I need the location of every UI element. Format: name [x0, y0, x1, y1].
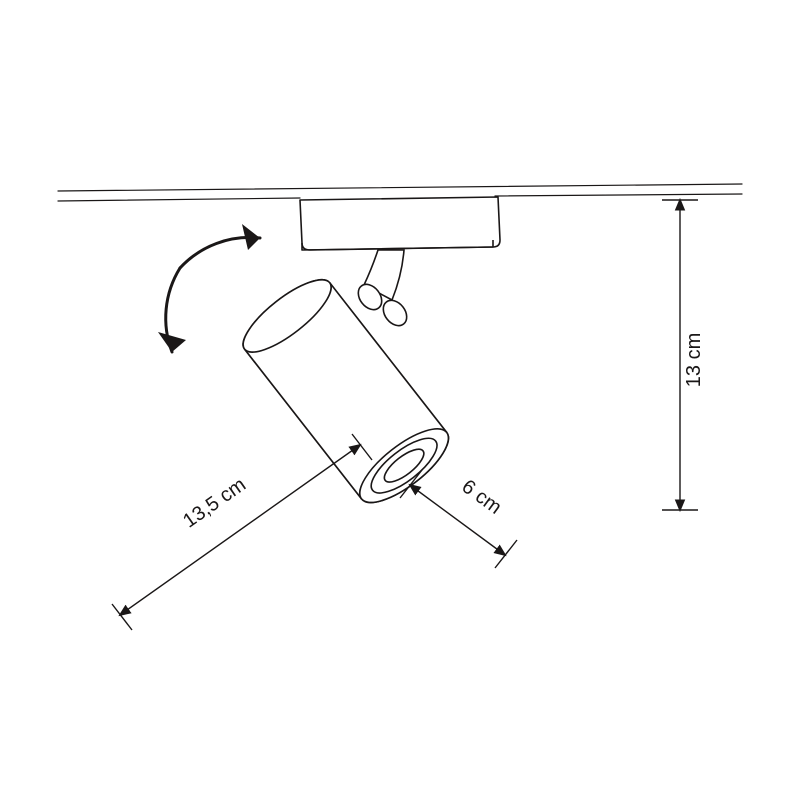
dimension-length-label: 13,5 cm [179, 474, 250, 533]
spotlight-body [233, 268, 458, 514]
dimension-height-label: 13 cm [683, 333, 705, 387]
dimension-length [112, 434, 372, 630]
mount-box [300, 197, 500, 250]
neck-joint [354, 250, 412, 330]
diagram-canvas: 13 cm 13,5 cm 6 cm [0, 0, 800, 800]
rotation-arrow-icon [158, 224, 260, 352]
dimension-diameter [400, 470, 517, 568]
spotlight-dimension-drawing: 13 cm 13,5 cm 6 cm [0, 0, 800, 800]
dimension-diameter-label: 6 cm [458, 476, 506, 519]
